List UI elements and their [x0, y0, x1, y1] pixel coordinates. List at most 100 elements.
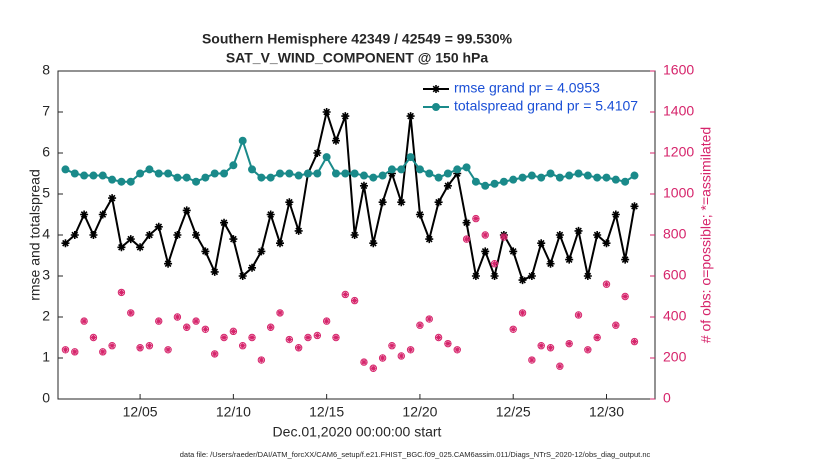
obs-point — [425, 315, 433, 323]
obs-circle — [360, 358, 368, 366]
obs-star — [137, 345, 143, 351]
obs-point — [173, 313, 182, 321]
obs-point — [332, 333, 340, 342]
point — [432, 85, 440, 93]
y2-tick-label: 400 — [663, 308, 687, 324]
obs-circle — [528, 356, 536, 364]
point — [432, 103, 440, 111]
y-tick-label: 8 — [42, 62, 50, 78]
obs-circle — [434, 333, 443, 342]
obs-point — [313, 331, 322, 340]
obs-circle — [89, 333, 98, 342]
obs-point — [602, 280, 611, 288]
point — [378, 198, 387, 207]
point — [453, 169, 462, 178]
y-tick-label: 6 — [42, 144, 50, 160]
point — [359, 181, 368, 190]
obs-circle — [481, 231, 489, 239]
obs-point — [360, 358, 368, 366]
obs-circle — [127, 309, 135, 317]
obs-point — [183, 323, 191, 331]
obs-point — [80, 317, 88, 325]
point — [257, 173, 266, 182]
y2-tick-label: 200 — [663, 349, 687, 365]
point — [602, 173, 611, 182]
obs-circle — [220, 333, 228, 342]
obs-star — [538, 343, 544, 349]
point — [117, 177, 126, 186]
obs-star — [398, 353, 404, 359]
obs-star — [631, 339, 638, 345]
obs-point — [276, 309, 284, 317]
obs-point — [350, 296, 359, 305]
y2-tick-label: 1600 — [663, 62, 694, 78]
obs-circle — [453, 346, 461, 354]
obs-circle — [593, 333, 601, 342]
obs-circle — [285, 335, 294, 344]
point — [322, 108, 331, 116]
obs-circle — [565, 339, 573, 348]
obs-point — [211, 350, 219, 358]
obs-star — [90, 334, 97, 341]
obs-point — [322, 317, 331, 325]
obs-point — [369, 364, 377, 372]
obs-star — [333, 334, 339, 341]
point — [89, 171, 98, 180]
obs-star — [603, 281, 610, 287]
obs-circle — [350, 296, 359, 305]
obs-star — [81, 318, 87, 324]
point — [481, 181, 490, 190]
point — [285, 169, 294, 178]
obs-circle — [229, 327, 238, 336]
obs-star — [575, 312, 582, 318]
obs-point — [257, 356, 266, 364]
obs-circle — [462, 235, 471, 243]
y-tick-label: 2 — [42, 308, 50, 324]
obs-star — [305, 334, 311, 341]
point — [257, 247, 266, 256]
point — [154, 169, 163, 178]
point — [313, 169, 322, 178]
obs-point — [528, 356, 536, 364]
point — [173, 231, 182, 239]
point — [350, 231, 359, 239]
x-tick-label: 12/10 — [216, 404, 251, 420]
point — [593, 173, 602, 182]
obs-circle — [80, 317, 88, 325]
obs-star — [585, 347, 591, 353]
obs-circle — [173, 313, 182, 321]
point — [61, 239, 70, 248]
point — [210, 267, 219, 276]
obs-star — [622, 293, 628, 300]
obs-star — [268, 324, 274, 330]
obs-star — [193, 318, 199, 324]
obs-circle — [341, 290, 350, 299]
point — [434, 198, 443, 207]
obs-star — [529, 357, 535, 363]
obs-point — [61, 346, 70, 354]
obs-star — [296, 345, 302, 351]
point — [471, 272, 480, 280]
obs-point — [229, 327, 238, 336]
obs-point — [434, 333, 443, 342]
point — [397, 198, 406, 207]
y2-tick-label: 800 — [663, 226, 687, 242]
obs-point — [248, 333, 256, 342]
obs-circle — [630, 337, 639, 346]
footnote: data file: /Users/raeder/DAI/ATM_forcXX/… — [180, 450, 651, 459]
point — [98, 210, 107, 219]
x-tick-label: 12/30 — [589, 404, 624, 420]
point — [182, 173, 191, 182]
obs-circle — [257, 356, 266, 364]
obs-circle — [211, 350, 219, 358]
point — [117, 243, 126, 252]
obs-circle — [490, 260, 499, 268]
obs-circle — [117, 288, 126, 297]
point — [80, 210, 89, 219]
obs-star — [491, 261, 498, 267]
point — [126, 177, 135, 186]
obs-point — [127, 309, 135, 317]
obs-star — [566, 341, 572, 347]
point — [108, 194, 117, 203]
obs-circle — [397, 352, 405, 360]
